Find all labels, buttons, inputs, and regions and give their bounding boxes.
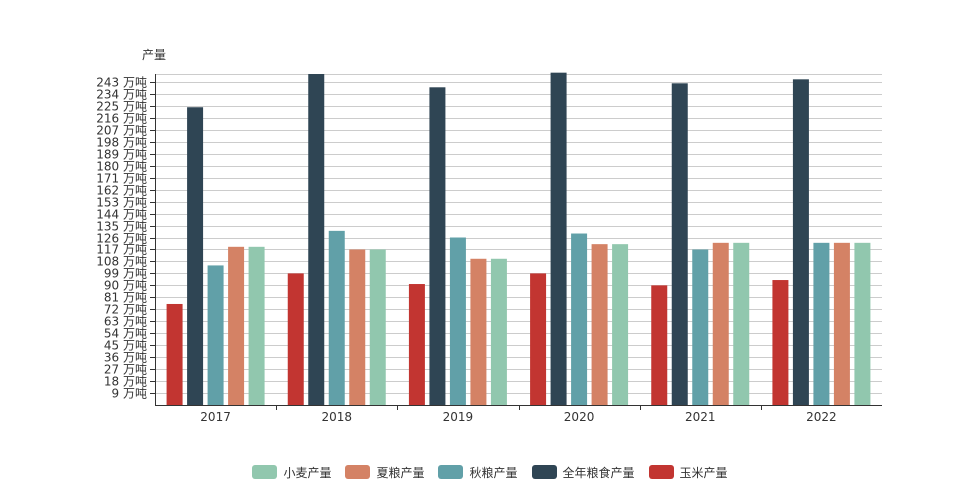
y-tick-label: 81 万吨 bbox=[104, 291, 147, 305]
legend-label: 秋粮产量 bbox=[469, 465, 518, 480]
y-tick-label: 189 万吨 bbox=[96, 148, 147, 162]
y-tick-label: 198 万吨 bbox=[96, 136, 147, 150]
y-tick-label: 45 万吨 bbox=[104, 339, 147, 353]
bar[interactable] bbox=[369, 249, 386, 405]
y-tick-label: 171 万吨 bbox=[96, 172, 147, 186]
bar[interactable] bbox=[349, 249, 366, 405]
legend-label: 夏粮产量 bbox=[376, 465, 425, 480]
bar[interactable] bbox=[612, 244, 629, 405]
legend-label: 玉米产量 bbox=[679, 465, 728, 480]
y-tick-label: 90 万吨 bbox=[104, 279, 147, 293]
bar[interactable] bbox=[550, 72, 567, 405]
bar[interactable] bbox=[671, 83, 688, 405]
bar[interactable] bbox=[772, 280, 789, 405]
legend-label: 全年粮食产量 bbox=[562, 465, 635, 480]
y-tick-label: 27 万吨 bbox=[104, 363, 147, 377]
bar[interactable] bbox=[833, 242, 850, 405]
y-axis-title: 产量 bbox=[142, 48, 167, 62]
bar[interactable] bbox=[733, 242, 750, 405]
legend-item[interactable]: 玉米产量 bbox=[648, 464, 728, 481]
legend-item[interactable]: 秋粮产量 bbox=[438, 464, 518, 481]
bar[interactable] bbox=[792, 79, 809, 406]
y-tick-label: 18 万吨 bbox=[104, 375, 147, 389]
y-tick-label: 234 万吨 bbox=[96, 88, 147, 102]
bar[interactable] bbox=[651, 285, 668, 405]
legend-swatch bbox=[531, 465, 557, 479]
y-tick-label: 180 万吨 bbox=[96, 160, 147, 174]
legend-item[interactable]: 小麦产量 bbox=[252, 464, 331, 481]
legend-swatch bbox=[438, 465, 464, 479]
y-tick-label: 117 万吨 bbox=[96, 243, 147, 257]
legend-item[interactable]: 全年粮食产量 bbox=[531, 464, 635, 481]
y-tick-label: 108 万吨 bbox=[96, 255, 147, 269]
y-tick-label: 63 万吨 bbox=[104, 315, 147, 329]
y-tick-label: 243 万吨 bbox=[96, 76, 147, 90]
x-tick-label: 2017 bbox=[200, 410, 231, 424]
y-tick-label: 99 万吨 bbox=[104, 267, 147, 281]
y-tick-label: 144 万吨 bbox=[96, 208, 147, 222]
bar[interactable] bbox=[470, 258, 487, 405]
y-tick-label: 9 万吨 bbox=[112, 387, 147, 401]
legend-swatch bbox=[252, 465, 278, 479]
bar[interactable] bbox=[408, 284, 425, 405]
bar[interactable] bbox=[429, 87, 446, 405]
y-tick-label: 153 万吨 bbox=[96, 196, 147, 210]
bar[interactable] bbox=[854, 242, 871, 405]
y-tick-label: 72 万吨 bbox=[104, 303, 147, 317]
y-tick-label: 225 万吨 bbox=[96, 100, 147, 114]
y-tick-label: 216 万吨 bbox=[96, 112, 147, 126]
bar[interactable] bbox=[248, 246, 265, 405]
x-tick-label: 2021 bbox=[685, 410, 716, 424]
y-tick-label: 162 万吨 bbox=[96, 184, 147, 198]
legend-label: 小麦产量 bbox=[283, 465, 332, 480]
bar[interactable] bbox=[287, 273, 304, 405]
bar[interactable] bbox=[692, 249, 709, 405]
bar[interactable] bbox=[449, 237, 466, 405]
y-tick-label: 135 万吨 bbox=[96, 220, 147, 234]
bar[interactable] bbox=[328, 230, 345, 405]
bar[interactable] bbox=[166, 303, 183, 405]
x-tick-label: 2022 bbox=[806, 410, 837, 424]
bar[interactable] bbox=[571, 233, 588, 405]
bar[interactable] bbox=[712, 242, 729, 405]
legend-swatch bbox=[648, 465, 674, 479]
y-tick-label: 207 万吨 bbox=[96, 124, 147, 138]
bar[interactable] bbox=[813, 242, 830, 405]
legend-item[interactable]: 夏粮产量 bbox=[345, 464, 424, 481]
y-tick-label: 54 万吨 bbox=[104, 327, 147, 341]
bar[interactable] bbox=[308, 74, 325, 405]
y-tick-label: 126 万吨 bbox=[96, 232, 147, 246]
x-tick-label: 2019 bbox=[443, 410, 474, 424]
bar[interactable] bbox=[490, 258, 507, 405]
bar[interactable] bbox=[228, 246, 245, 405]
legend: 小麦产量 夏粮产量 秋粮产量 全年粮食产量 玉米产量 bbox=[0, 462, 980, 482]
bar[interactable] bbox=[591, 244, 608, 405]
x-tick-label: 2018 bbox=[321, 410, 352, 424]
x-tick-label: 2020 bbox=[564, 410, 595, 424]
bar[interactable] bbox=[187, 107, 204, 405]
bar[interactable] bbox=[530, 273, 547, 405]
y-tick-label: 36 万吨 bbox=[104, 351, 147, 365]
legend-swatch bbox=[345, 465, 371, 479]
bar[interactable] bbox=[207, 265, 224, 405]
